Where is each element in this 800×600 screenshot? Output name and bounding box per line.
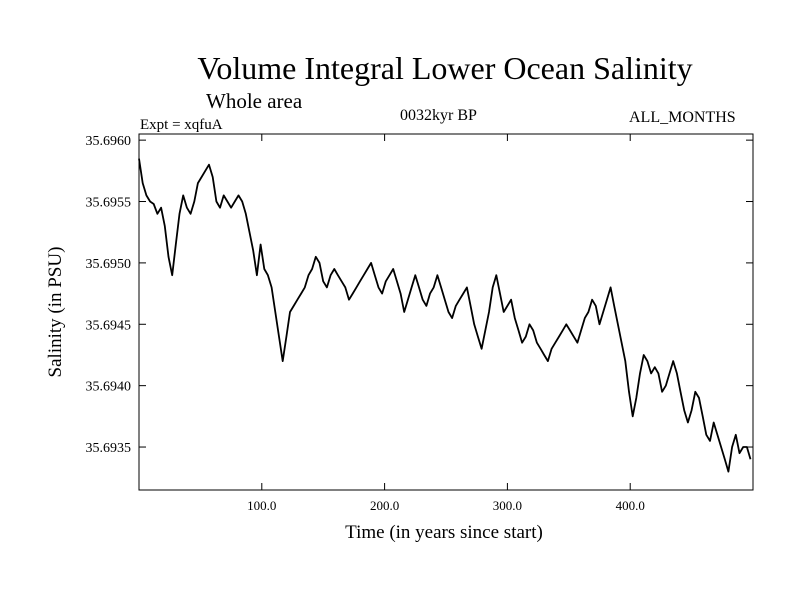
months-label: ALL_MONTHS — [629, 109, 736, 126]
y-tick-label: 35.6950 — [86, 257, 132, 272]
experiment-label: Expt = xqfuA — [140, 117, 223, 133]
period-label: 0032kyr BP — [400, 107, 477, 124]
plot-frame — [138, 133, 754, 491]
y-tick-label: 35.6960 — [86, 134, 132, 149]
x-axis-label: Time (in years since start) — [345, 522, 543, 543]
x-tick-label: 300.0 — [493, 498, 522, 513]
y-axis-label: Salinity (in PSU) — [45, 247, 66, 378]
y-tick-label: 35.6945 — [86, 318, 132, 333]
x-tick-label: 400.0 — [616, 498, 645, 513]
chart-title: Volume Integral Lower Ocean Salinity — [197, 50, 693, 86]
chart-subtitle: Whole area — [206, 89, 303, 113]
y-tick-label: 35.6955 — [86, 196, 132, 211]
x-tick-label: 200.0 — [370, 498, 399, 513]
series-line — [138, 158, 752, 473]
y-tick-label: 35.6940 — [86, 380, 132, 395]
x-tick-label: 100.0 — [247, 498, 276, 513]
y-tick-label: 35.6935 — [86, 441, 132, 456]
